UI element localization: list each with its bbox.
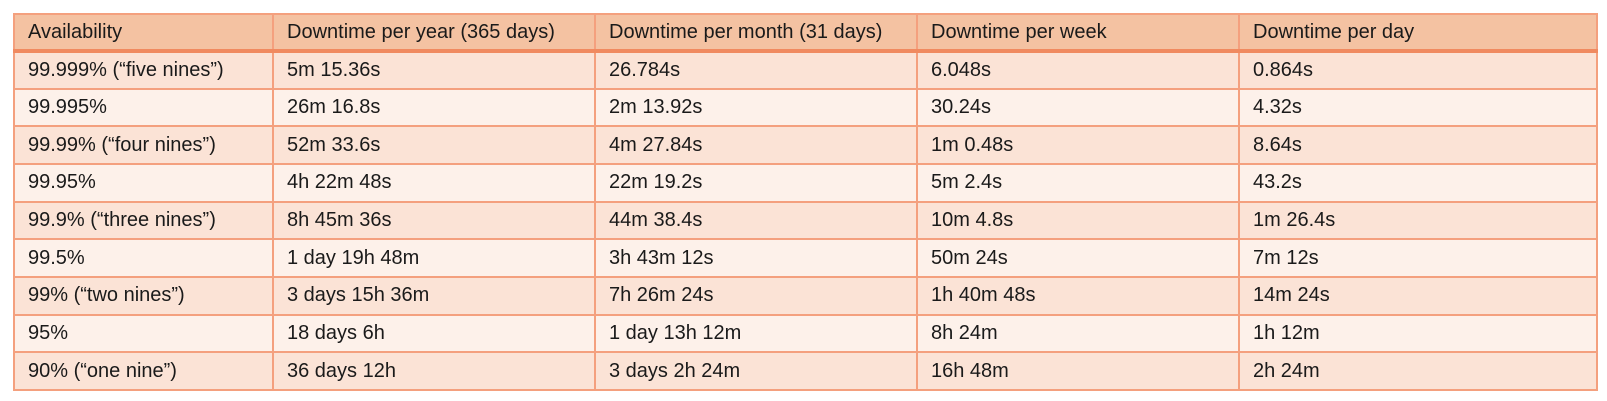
cell-downtime-week: 50m 24s (916, 238, 1240, 278)
table-row: 99.95% 4h 22m 48s 22m 19.2s 5m 2.4s 43.2… (13, 162, 1598, 203)
header-downtime-per-day: Downtime per day (1238, 13, 1598, 53)
cell-downtime-week: 16h 48m (916, 351, 1240, 391)
cell-availability: 90% (“one nine”) (13, 351, 274, 391)
cell-availability: 99.995% (13, 87, 274, 128)
cell-downtime-day: 1h 12m (1238, 313, 1598, 354)
cell-downtime-week: 10m 4.8s (916, 200, 1240, 241)
cell-downtime-year: 52m 33.6s (272, 125, 596, 165)
table-body: 99.999% (“five nines”) 5m 15.36s 26.784s… (13, 50, 1598, 391)
cell-downtime-month: 26.784s (594, 50, 918, 90)
cell-downtime-day: 2h 24m (1238, 351, 1598, 391)
cell-downtime-year: 36 days 12h (272, 351, 596, 391)
cell-downtime-day: 0.864s (1238, 50, 1598, 90)
cell-downtime-year: 1 day 19h 48m (272, 238, 596, 278)
table-row: 99.9% (“three nines”) 8h 45m 36s 44m 38.… (13, 200, 1598, 241)
table-row: 99.995% 26m 16.8s 2m 13.92s 30.24s 4.32s (13, 87, 1598, 128)
cell-availability: 99.99% (“four nines”) (13, 125, 274, 165)
cell-availability: 99.9% (“three nines”) (13, 200, 274, 241)
cell-downtime-year: 8h 45m 36s (272, 200, 596, 241)
table-row: 99.999% (“five nines”) 5m 15.36s 26.784s… (13, 50, 1598, 90)
table-row: 99% (“two nines”) 3 days 15h 36m 7h 26m … (13, 275, 1598, 316)
table-row: 95% 18 days 6h 1 day 13h 12m 8h 24m 1h 1… (13, 313, 1598, 354)
header-downtime-per-year: Downtime per year (365 days) (272, 13, 596, 53)
table-row: 99.5% 1 day 19h 48m 3h 43m 12s 50m 24s 7… (13, 238, 1598, 278)
table-header: Availability Downtime per year (365 days… (13, 13, 1598, 53)
cell-downtime-month: 3h 43m 12s (594, 238, 918, 278)
cell-availability: 95% (13, 313, 274, 354)
cell-downtime-month: 7h 26m 24s (594, 275, 918, 316)
availability-downtime-table: Availability Downtime per year (365 days… (13, 13, 1598, 391)
cell-downtime-week: 5m 2.4s (916, 162, 1240, 203)
cell-downtime-year: 18 days 6h (272, 313, 596, 354)
cell-downtime-week: 6.048s (916, 50, 1240, 90)
cell-downtime-month: 3 days 2h 24m (594, 351, 918, 391)
cell-downtime-year: 3 days 15h 36m (272, 275, 596, 316)
cell-downtime-month: 22m 19.2s (594, 162, 918, 203)
cell-availability: 99% (“two nines”) (13, 275, 274, 316)
cell-downtime-day: 14m 24s (1238, 275, 1598, 316)
cell-downtime-week: 1h 40m 48s (916, 275, 1240, 316)
cell-downtime-day: 43.2s (1238, 162, 1598, 203)
cell-downtime-month: 4m 27.84s (594, 125, 918, 165)
table-row: 99.99% (“four nines”) 52m 33.6s 4m 27.84… (13, 125, 1598, 165)
cell-downtime-week: 30.24s (916, 87, 1240, 128)
cell-availability: 99.999% (“five nines”) (13, 50, 274, 90)
header-row: Availability Downtime per year (365 days… (13, 13, 1598, 53)
cell-downtime-month: 2m 13.92s (594, 87, 918, 128)
cell-downtime-year: 4h 22m 48s (272, 162, 596, 203)
table-row: 90% (“one nine”) 36 days 12h 3 days 2h 2… (13, 351, 1598, 391)
header-availability: Availability (13, 13, 274, 53)
cell-downtime-week: 1m 0.48s (916, 125, 1240, 165)
cell-downtime-month: 44m 38.4s (594, 200, 918, 241)
cell-downtime-day: 4.32s (1238, 87, 1598, 128)
cell-downtime-week: 8h 24m (916, 313, 1240, 354)
header-downtime-per-month: Downtime per month (31 days) (594, 13, 918, 53)
cell-availability: 99.95% (13, 162, 274, 203)
cell-downtime-year: 26m 16.8s (272, 87, 596, 128)
availability-table-container: Availability Downtime per year (365 days… (13, 13, 1598, 391)
cell-downtime-year: 5m 15.36s (272, 50, 596, 90)
cell-downtime-day: 7m 12s (1238, 238, 1598, 278)
header-downtime-per-week: Downtime per week (916, 13, 1240, 53)
cell-downtime-month: 1 day 13h 12m (594, 313, 918, 354)
cell-downtime-day: 1m 26.4s (1238, 200, 1598, 241)
cell-downtime-day: 8.64s (1238, 125, 1598, 165)
cell-availability: 99.5% (13, 238, 274, 278)
